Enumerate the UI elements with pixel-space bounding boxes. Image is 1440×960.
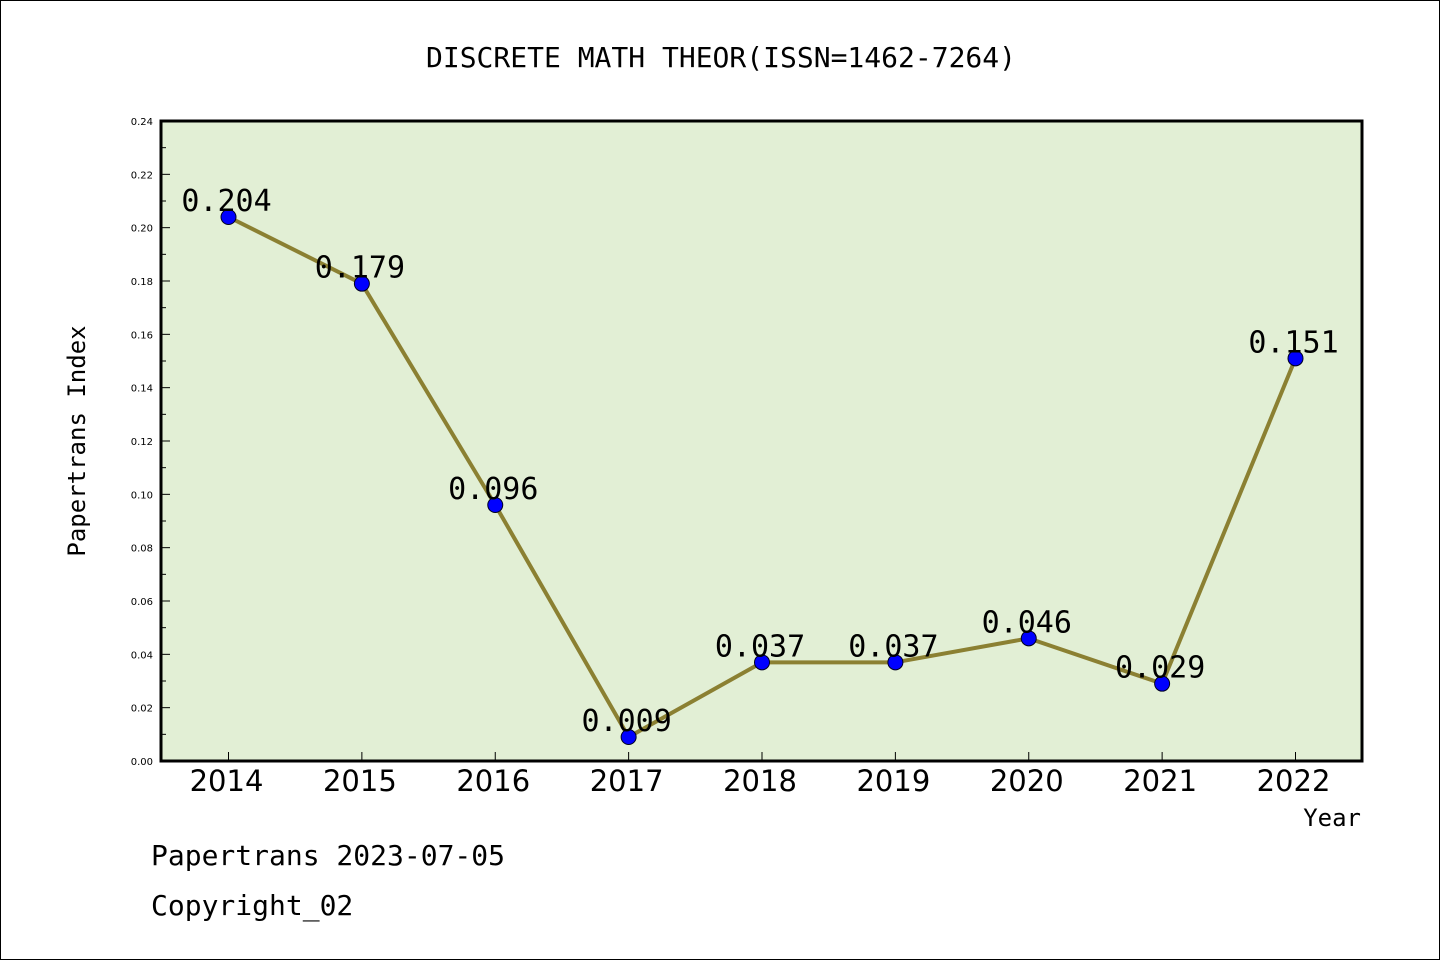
data-markers [220, 209, 1304, 745]
y-axis-label: Papertrans Index [63, 325, 91, 556]
x-tick-label: 2016 [456, 764, 530, 798]
data-point [754, 654, 770, 671]
x-tick-label: 2022 [1257, 764, 1331, 798]
y-tick-label: 0.24 [131, 117, 153, 128]
plot-area [159, 119, 1364, 763]
y-tick-label: 0.20 [131, 224, 153, 235]
data-label: 0.179 [315, 251, 405, 286]
data-point [1020, 630, 1037, 647]
footer-date: Papertrans 2023-07-05 [151, 839, 505, 872]
data-point [220, 209, 237, 225]
y-tick-label: 0.22 [131, 170, 153, 181]
data-point [487, 497, 504, 513]
x-tick-label: 2014 [190, 764, 264, 798]
data-label: 0.029 [1115, 651, 1205, 686]
data-label: 0.037 [848, 629, 938, 664]
data-point [1154, 675, 1171, 692]
y-axis: 0.00 0.02 0.04 0.06 0.08 0.10 0.12 0.14 0.16 0.18… [131, 117, 170, 768]
y-tick-label: 0.10 [131, 490, 153, 501]
x-tick-label: 2017 [590, 764, 664, 798]
y-tick-label: 0.04 [131, 650, 153, 661]
y-tick-label: 0.00 [131, 757, 153, 768]
data-point [353, 275, 370, 292]
data-label: 0.037 [715, 629, 805, 664]
y-tick-label: 0.08 [131, 544, 153, 555]
x-axis: 2014 2015 2016 2017 2018 2019 2020 2021 2022 [190, 752, 1331, 798]
data-point [620, 729, 637, 745]
y-tick-label: 0.02 [131, 704, 153, 715]
x-tick-label: 2019 [856, 764, 930, 798]
data-label: 0.096 [448, 472, 538, 507]
footer-copyright: Copyright_02 [151, 889, 353, 923]
data-labels: 0.204 0.179 0.096 0.009 0.037 0.037 0.046 0.029… [181, 184, 1338, 739]
data-label: 0.046 [982, 605, 1072, 640]
y-tick-label: 0.14 [131, 384, 153, 395]
x-tick-label: 2021 [1123, 764, 1197, 798]
data-label: 0.204 [181, 184, 271, 219]
data-point [1287, 350, 1304, 367]
y-tick-label: 0.06 [131, 597, 153, 608]
y-tick-label: 0.18 [131, 277, 153, 288]
data-label: 0.009 [581, 704, 671, 739]
x-tick-label: 2018 [723, 764, 797, 798]
data-point [887, 654, 904, 671]
x-tick-label: 2020 [990, 764, 1064, 798]
y-tick-label: 0.16 [131, 330, 153, 341]
x-tick-label: 2015 [323, 764, 397, 798]
y-tick-label: 0.12 [131, 437, 153, 448]
data-label: 0.151 [1248, 325, 1338, 360]
chart-title: DISCRETE MATH THEOR(ISSN=1462-7264) [426, 41, 1016, 74]
x-axis-label: Year [1303, 804, 1361, 832]
